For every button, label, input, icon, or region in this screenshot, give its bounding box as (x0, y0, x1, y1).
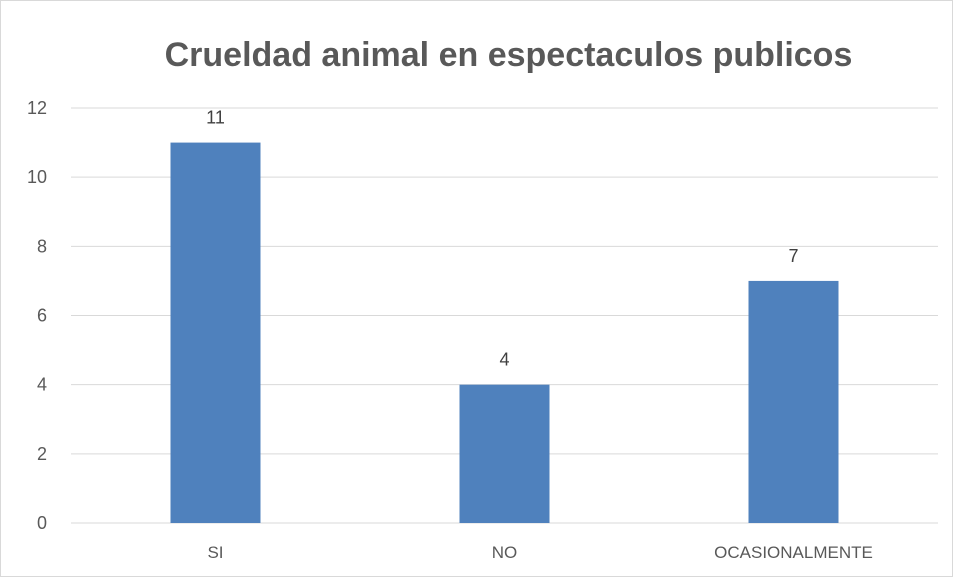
y-tick-label: 6 (37, 306, 47, 326)
y-tick-label: 12 (27, 98, 47, 118)
y-tick-label: 8 (37, 236, 47, 256)
y-tick-label: 4 (37, 375, 47, 395)
x-category-label: SI (207, 543, 223, 562)
data-label-ocasionalmente: 7 (788, 246, 798, 266)
bar-si (170, 142, 261, 524)
y-tick-label: 10 (27, 167, 47, 187)
data-label-si: 11 (206, 108, 225, 128)
x-category-label: NO (492, 543, 518, 562)
y-tick-label: 0 (37, 513, 47, 533)
x-axis-categories: SI NO OCASIONALMENTE (207, 543, 872, 562)
y-axis-ticks: 0 2 4 6 8 10 12 (27, 98, 47, 533)
chart-title: Crueldad animal en espectaculos publicos (165, 36, 853, 74)
data-label-no: 4 (499, 350, 509, 370)
data-labels: 11 4 7 (206, 108, 798, 370)
bars (170, 142, 839, 524)
bar-ocasionalmente (748, 280, 839, 523)
y-tick-label: 2 (37, 444, 47, 464)
x-category-label: OCASIONALMENTE (714, 543, 873, 562)
bar-no (459, 384, 550, 523)
